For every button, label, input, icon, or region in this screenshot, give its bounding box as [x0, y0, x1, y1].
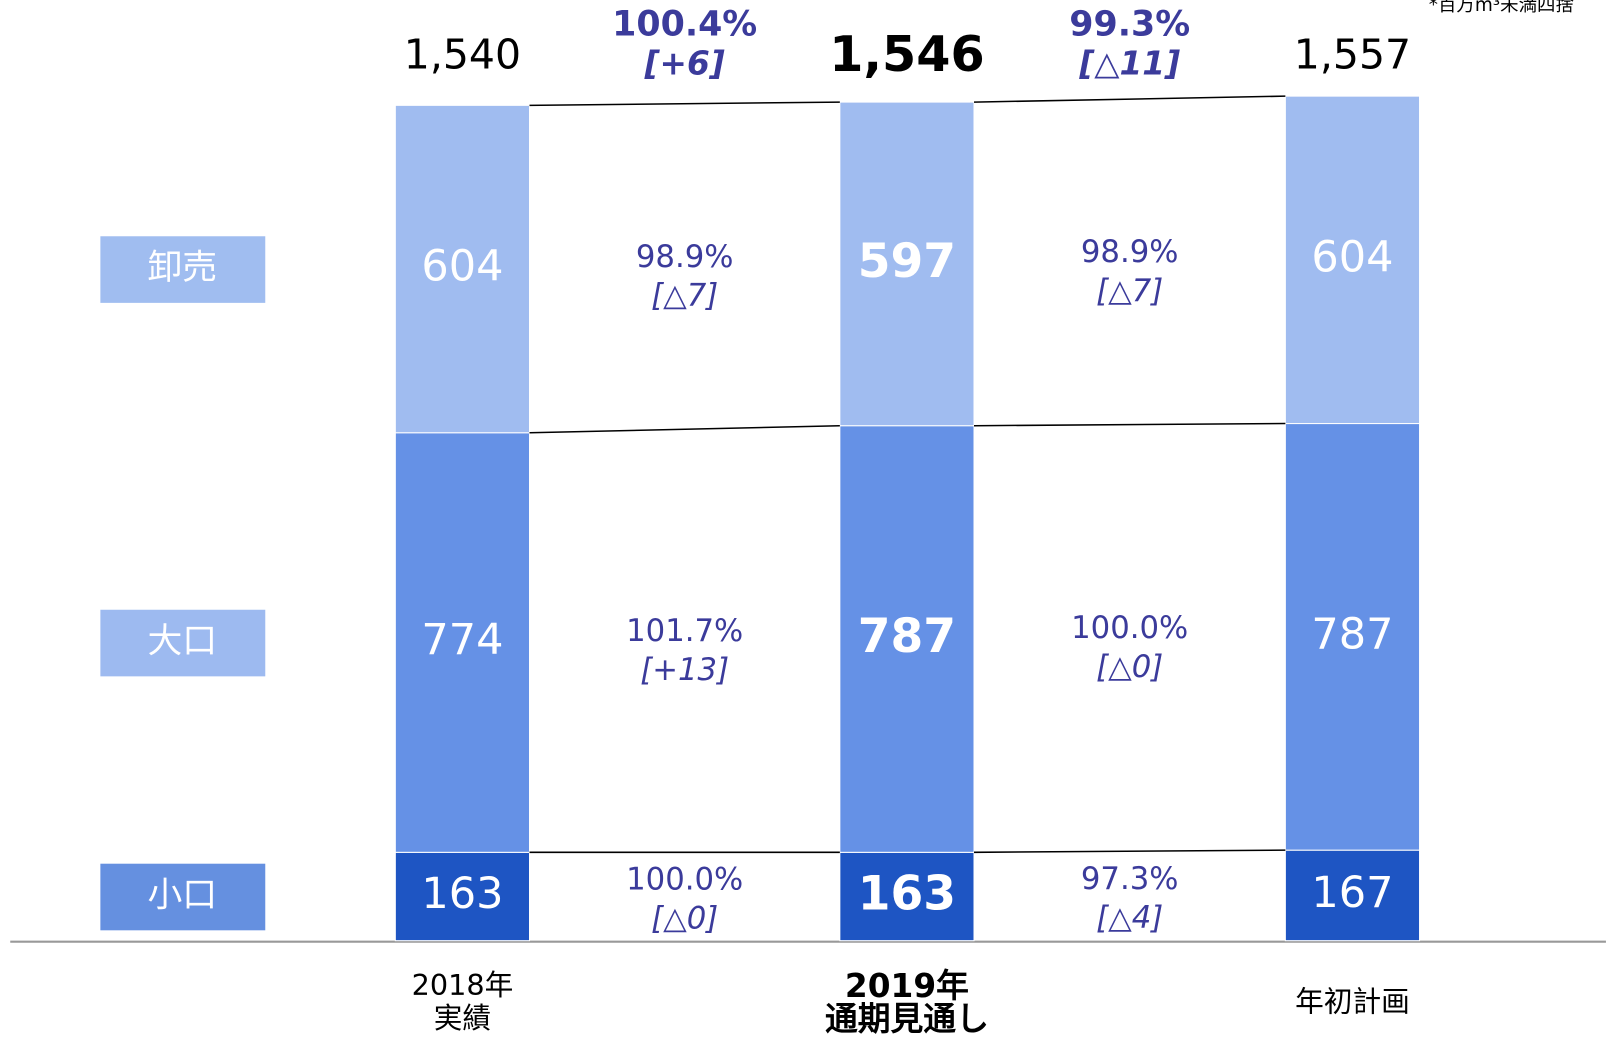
- bar-segment: [839, 101, 975, 427]
- note: *百万m³未満四捨: [1429, 0, 1574, 16]
- connector: [974, 849, 1286, 854]
- segment-label: 787: [1311, 609, 1393, 659]
- x-tick-label: 2018年 実績: [411, 968, 514, 1035]
- segment-label: 787: [858, 609, 956, 664]
- total-diff: [△11]: [1078, 45, 1180, 83]
- connector: [974, 422, 1286, 427]
- total-label: 1,540: [404, 30, 521, 78]
- segment-ratio: 98.9%: [636, 239, 734, 275]
- total-ratio: 99.3%: [1069, 5, 1190, 45]
- segment-ratio: 97.3%: [1081, 861, 1179, 897]
- segment-label: 163: [858, 866, 956, 921]
- segment-label: 167: [1311, 868, 1393, 918]
- total-label: 1,557: [1294, 30, 1411, 78]
- x-tick-label: 年初計画: [1295, 984, 1410, 1019]
- connector: [973, 95, 1286, 103]
- segment-ratio: 100.0%: [1071, 610, 1188, 646]
- bar-segment: [1284, 95, 1421, 425]
- segment-label: 604: [1311, 232, 1393, 282]
- segment-label: 597: [858, 234, 956, 289]
- segment-diff: [+13]: [640, 652, 729, 688]
- bar-segment: [1284, 849, 1421, 942]
- segment-ratio: 101.7%: [626, 613, 743, 649]
- legend-box: [100, 609, 266, 677]
- segment-label: 163: [421, 869, 503, 919]
- segment-diff: [△0]: [651, 901, 718, 937]
- segment-ratio: 100.0%: [626, 862, 743, 898]
- bar-segment: [394, 851, 531, 942]
- legend-label: 卸売: [147, 248, 217, 288]
- total-label: 1,546: [829, 25, 984, 83]
- x-tick-label: 2019年 通期見通し: [824, 966, 989, 1038]
- total-diff: [+6]: [644, 45, 725, 83]
- segment-ratio: 98.9%: [1081, 234, 1179, 270]
- segment-diff: [△7]: [1096, 273, 1163, 309]
- connector: [529, 424, 840, 434]
- bar-segment: [394, 432, 531, 853]
- connector: [529, 101, 840, 107]
- segment-diff: [△7]: [651, 278, 718, 314]
- legend-label: 大口: [147, 622, 217, 662]
- segment-label: 774: [421, 615, 503, 665]
- legend-box: [100, 236, 266, 303]
- legend-box: [100, 863, 266, 931]
- segment-diff: [△0]: [1096, 649, 1163, 685]
- segment-diff: [△4]: [1096, 900, 1163, 936]
- segment-label: 604: [421, 242, 503, 292]
- bar-segment: [839, 425, 975, 853]
- bar-segment: [1284, 423, 1421, 851]
- legend-label: 小口: [147, 875, 217, 915]
- bar-segment: [394, 104, 531, 434]
- bar-segment: [839, 851, 975, 942]
- total-ratio: 100.4%: [612, 5, 757, 45]
